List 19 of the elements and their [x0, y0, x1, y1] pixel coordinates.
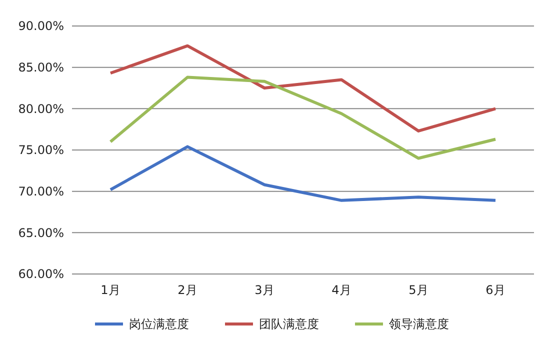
- y-tick-label: 75.00%: [18, 143, 64, 158]
- line-series: [109, 44, 497, 132]
- x-tick-label: 3月: [254, 283, 274, 297]
- line-series: [109, 145, 497, 202]
- x-tick-label: 5月: [408, 283, 428, 297]
- x-tick-label: 2月: [178, 283, 198, 297]
- x-tick-label: 6月: [486, 283, 506, 297]
- x-tick-label: 1月: [100, 283, 120, 297]
- y-tick-label: 80.00%: [18, 102, 64, 116]
- y-tick-label: 65.00%: [18, 226, 64, 240]
- x-tick-label: 4月: [332, 283, 352, 297]
- y-tick-label: 60.00%: [18, 267, 64, 282]
- legend-label: 团队满意度: [259, 317, 319, 332]
- y-tick-label: 70.00%: [18, 184, 64, 199]
- line-series: [109, 76, 497, 160]
- legend-label: 岗位满意度: [129, 317, 189, 332]
- legend-label: 领导满意度: [389, 317, 449, 332]
- y-tick-label: 85.00%: [18, 60, 64, 75]
- y-tick-label: 90.00%: [18, 19, 64, 34]
